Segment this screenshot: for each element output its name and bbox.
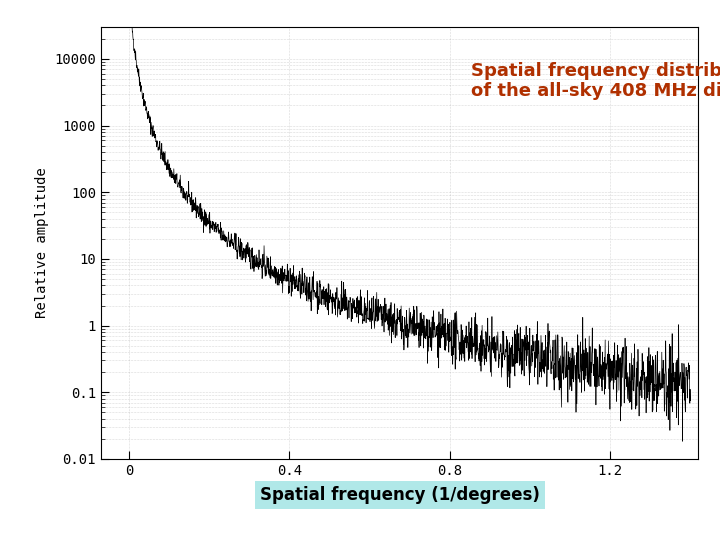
X-axis label: Spatial frequency (1/degrees): Spatial frequency (1/degrees)	[260, 486, 539, 504]
Text: Spatial frequency distribution
of the all-sky 408 MHz distribution: Spatial frequency distribution of the al…	[472, 62, 720, 100]
Y-axis label: Relative amplitude: Relative amplitude	[35, 167, 48, 319]
